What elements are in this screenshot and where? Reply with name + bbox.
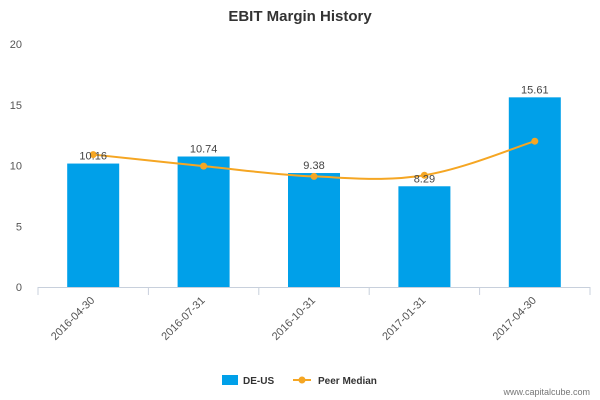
peer-median-point-2017-04-30[interactable] — [531, 137, 539, 145]
bar-series — [67, 97, 561, 287]
peer-median-point-2016-10-31[interactable] — [310, 172, 318, 180]
data-label: 8.29 — [414, 173, 435, 185]
line-series — [89, 137, 539, 180]
data-label: 9.38 — [303, 160, 324, 172]
legend-label-line: Peer Median — [318, 376, 377, 387]
x-tick-label: 2017-04-30 — [491, 295, 539, 343]
legend-label-bar: DE-US — [243, 376, 274, 387]
legend-swatch-marker — [298, 376, 306, 384]
x-axis: 2016-04-30 2016-07-31 2016-10-31 2017-01-31… — [37, 287, 591, 343]
y-tick-label: 10 — [10, 161, 22, 173]
data-label: 10.16 — [79, 151, 107, 163]
data-labels: 10.16 10.74 9.38 8.29 15.61 — [79, 84, 548, 185]
data-label: 15.61 — [521, 84, 549, 96]
chart-title: EBIT Margin History — [228, 8, 372, 25]
y-tick-label: 20 — [10, 39, 22, 51]
y-tick-label: 0 — [16, 282, 22, 294]
legend-swatch-bar — [222, 375, 238, 385]
bar-2016-10-31[interactable] — [288, 173, 340, 287]
x-tick-label: 2016-10-31 — [270, 295, 318, 343]
bar-2017-01-31[interactable] — [398, 186, 451, 287]
x-tick-label: 2016-07-31 — [159, 295, 207, 343]
peer-median-point-2016-04-30[interactable] — [89, 151, 97, 159]
y-tick-label: 5 — [16, 221, 22, 233]
peer-median-point-2016-07-31[interactable] — [200, 162, 208, 170]
peer-median-point-2017-01-31[interactable] — [420, 171, 428, 179]
bar-2017-04-30[interactable] — [508, 97, 561, 287]
x-tick-label: 2017-01-31 — [380, 295, 428, 343]
data-label: 10.74 — [190, 144, 218, 156]
bar-2016-04-30[interactable] — [67, 163, 120, 287]
x-tick-label: 2016-04-30 — [49, 295, 97, 343]
y-axis: 0 5 10 15 20 — [10, 39, 22, 294]
watermark: www.capitalcube.com — [502, 387, 590, 397]
bar-2016-07-31[interactable] — [177, 156, 230, 287]
y-tick-label: 15 — [10, 100, 22, 112]
legend[interactable]: DE-US Peer Median — [222, 375, 377, 387]
